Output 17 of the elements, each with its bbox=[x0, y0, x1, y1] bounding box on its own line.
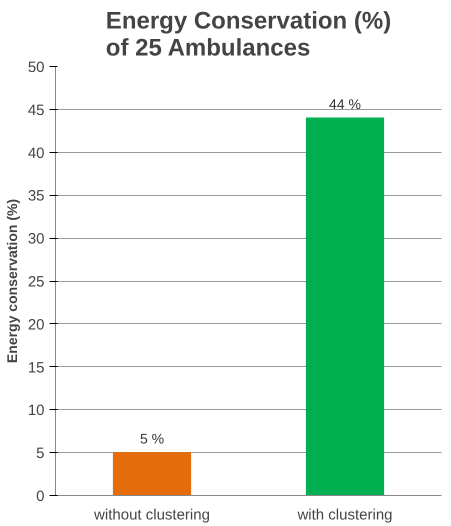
y-tick-label: 30 bbox=[28, 230, 45, 248]
x-tick-label: without clustering bbox=[93, 506, 210, 524]
y-tick-label: 25 bbox=[28, 274, 45, 290]
y-tick-label: 5 bbox=[36, 445, 44, 462]
data-label: 5 % bbox=[140, 430, 164, 447]
data-label: 44 % bbox=[329, 96, 361, 112]
y-tick-label: 45 bbox=[28, 102, 45, 119]
y-axis-title: Energy conservation (%) bbox=[4, 198, 20, 364]
x-tick-label: with clustering bbox=[296, 506, 393, 524]
y-tick-label: 35 bbox=[28, 188, 45, 205]
y-tick-label: 20 bbox=[28, 316, 45, 334]
y-tick-label: 40 bbox=[28, 144, 45, 162]
y-tick-label: 0 bbox=[36, 488, 44, 505]
y-tick-label: 15 bbox=[28, 359, 45, 376]
chart-title: Energy Conservation (%) of 25 Ambulances bbox=[106, 8, 392, 62]
y-tick-label: 10 bbox=[28, 402, 45, 420]
y-tick-label: 50 bbox=[28, 59, 45, 76]
